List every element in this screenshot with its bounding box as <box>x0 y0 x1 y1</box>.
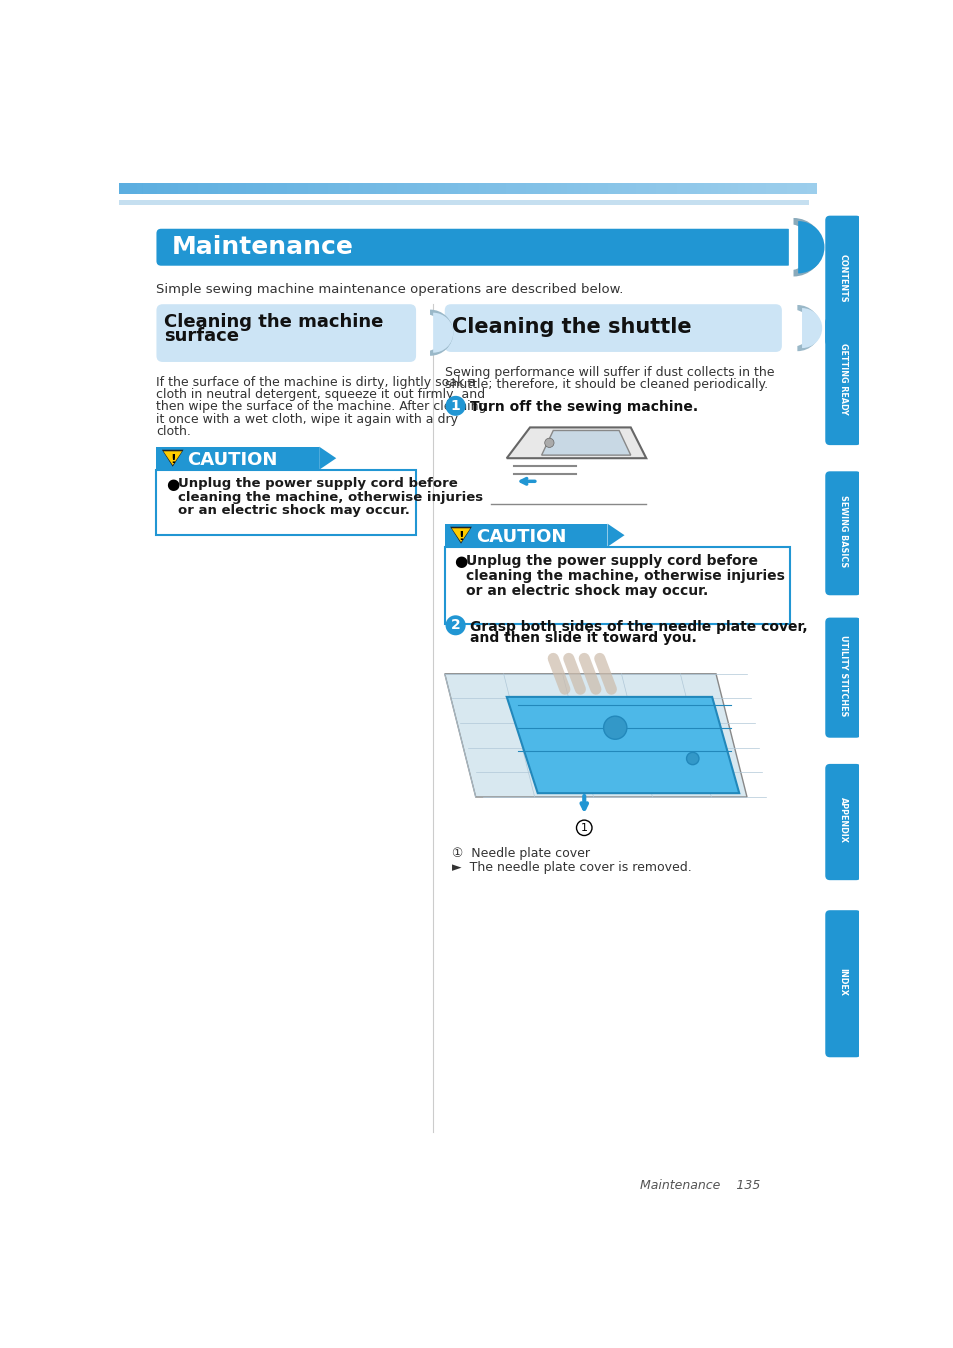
Text: Cleaning the machine: Cleaning the machine <box>164 314 383 332</box>
Wedge shape <box>793 218 822 276</box>
Text: or an electric shock may occur.: or an electric shock may occur. <box>178 504 410 516</box>
Circle shape <box>603 716 626 739</box>
Text: Unplug the power supply cord before: Unplug the power supply cord before <box>178 477 457 491</box>
Text: APPENDIX: APPENDIX <box>838 797 846 842</box>
Polygon shape <box>162 450 183 466</box>
Text: Unplug the power supply cord before: Unplug the power supply cord before <box>466 554 758 569</box>
FancyBboxPatch shape <box>824 910 860 1057</box>
Text: surface: surface <box>164 328 239 345</box>
Text: INDEX: INDEX <box>838 968 846 996</box>
Text: Grasp both sides of the needle plate cover,: Grasp both sides of the needle plate cov… <box>470 620 807 634</box>
Wedge shape <box>430 310 453 356</box>
Bar <box>444 547 789 624</box>
Text: then wipe the surface of the machine. After cleaning: then wipe the surface of the machine. Af… <box>156 400 486 414</box>
Circle shape <box>445 615 465 635</box>
FancyBboxPatch shape <box>824 317 860 445</box>
Text: SEWING BASICS: SEWING BASICS <box>838 495 846 568</box>
Text: Cleaning the shuttle: Cleaning the shuttle <box>452 317 691 337</box>
Text: Maintenance    135: Maintenance 135 <box>639 1180 760 1192</box>
Text: it once with a wet cloth, wipe it again with a dry: it once with a wet cloth, wipe it again … <box>156 412 458 426</box>
FancyBboxPatch shape <box>824 764 860 880</box>
Bar <box>459 651 754 813</box>
Text: !: ! <box>457 530 463 543</box>
Bar <box>444 523 607 547</box>
Text: CONTENTS: CONTENTS <box>838 255 846 303</box>
Text: UTILITY STITCHES: UTILITY STITCHES <box>838 635 846 716</box>
FancyBboxPatch shape <box>824 472 860 596</box>
Polygon shape <box>607 523 624 547</box>
Polygon shape <box>450 527 472 543</box>
Polygon shape <box>452 528 470 542</box>
Text: ●: ● <box>454 554 467 569</box>
Polygon shape <box>506 697 739 793</box>
Circle shape <box>686 752 699 764</box>
Wedge shape <box>801 309 821 348</box>
Text: Simple sewing machine maintenance operations are described below.: Simple sewing machine maintenance operat… <box>156 283 623 297</box>
Text: Turn off the sewing machine.: Turn off the sewing machine. <box>470 400 698 414</box>
FancyBboxPatch shape <box>444 305 781 352</box>
Polygon shape <box>541 430 630 456</box>
Text: GETTING READY: GETTING READY <box>838 342 846 415</box>
FancyBboxPatch shape <box>824 617 860 737</box>
Text: and then slide it toward you.: and then slide it toward you. <box>470 631 697 646</box>
Text: ●: ● <box>166 477 179 492</box>
Bar <box>156 446 319 469</box>
FancyBboxPatch shape <box>824 216 860 346</box>
Text: CAUTION: CAUTION <box>187 450 277 469</box>
Text: Maintenance: Maintenance <box>172 236 354 259</box>
Text: 1: 1 <box>580 822 587 833</box>
Polygon shape <box>506 427 645 458</box>
Text: If the surface of the machine is dirty, lightly soak a: If the surface of the machine is dirty, … <box>156 376 476 388</box>
Text: shuttle; therefore, it should be cleaned periodically.: shuttle; therefore, it should be cleaned… <box>444 379 767 391</box>
Circle shape <box>576 820 592 836</box>
Polygon shape <box>163 452 182 465</box>
Wedge shape <box>797 305 820 352</box>
Text: ①  Needle plate cover: ① Needle plate cover <box>452 847 590 860</box>
Text: 1: 1 <box>450 399 460 412</box>
Wedge shape <box>798 221 823 274</box>
Text: cleaning the machine, otherwise injuries: cleaning the machine, otherwise injuries <box>178 491 483 504</box>
Wedge shape <box>433 313 453 353</box>
Polygon shape <box>319 446 335 469</box>
Text: cloth.: cloth. <box>156 425 192 438</box>
Text: ►  The needle plate cover is removed.: ► The needle plate cover is removed. <box>452 861 692 874</box>
Text: cloth in neutral detergent, squeeze it out firmly, and: cloth in neutral detergent, squeeze it o… <box>156 388 485 402</box>
Wedge shape <box>788 224 811 271</box>
Text: or an electric shock may occur.: or an electric shock may occur. <box>466 584 708 597</box>
Circle shape <box>445 396 465 417</box>
Text: CAUTION: CAUTION <box>476 528 565 546</box>
Bar <box>119 201 808 205</box>
Text: cleaning the machine, otherwise injuries: cleaning the machine, otherwise injuries <box>466 569 784 584</box>
FancyBboxPatch shape <box>156 229 791 266</box>
FancyBboxPatch shape <box>156 305 416 363</box>
Text: !: ! <box>170 453 175 466</box>
Wedge shape <box>792 310 810 346</box>
Bar <box>156 469 416 535</box>
Circle shape <box>544 438 554 448</box>
Polygon shape <box>444 674 746 797</box>
Wedge shape <box>425 314 443 352</box>
Text: 2: 2 <box>450 619 460 632</box>
Text: Sewing performance will suffer if dust collects in the: Sewing performance will suffer if dust c… <box>444 365 774 379</box>
